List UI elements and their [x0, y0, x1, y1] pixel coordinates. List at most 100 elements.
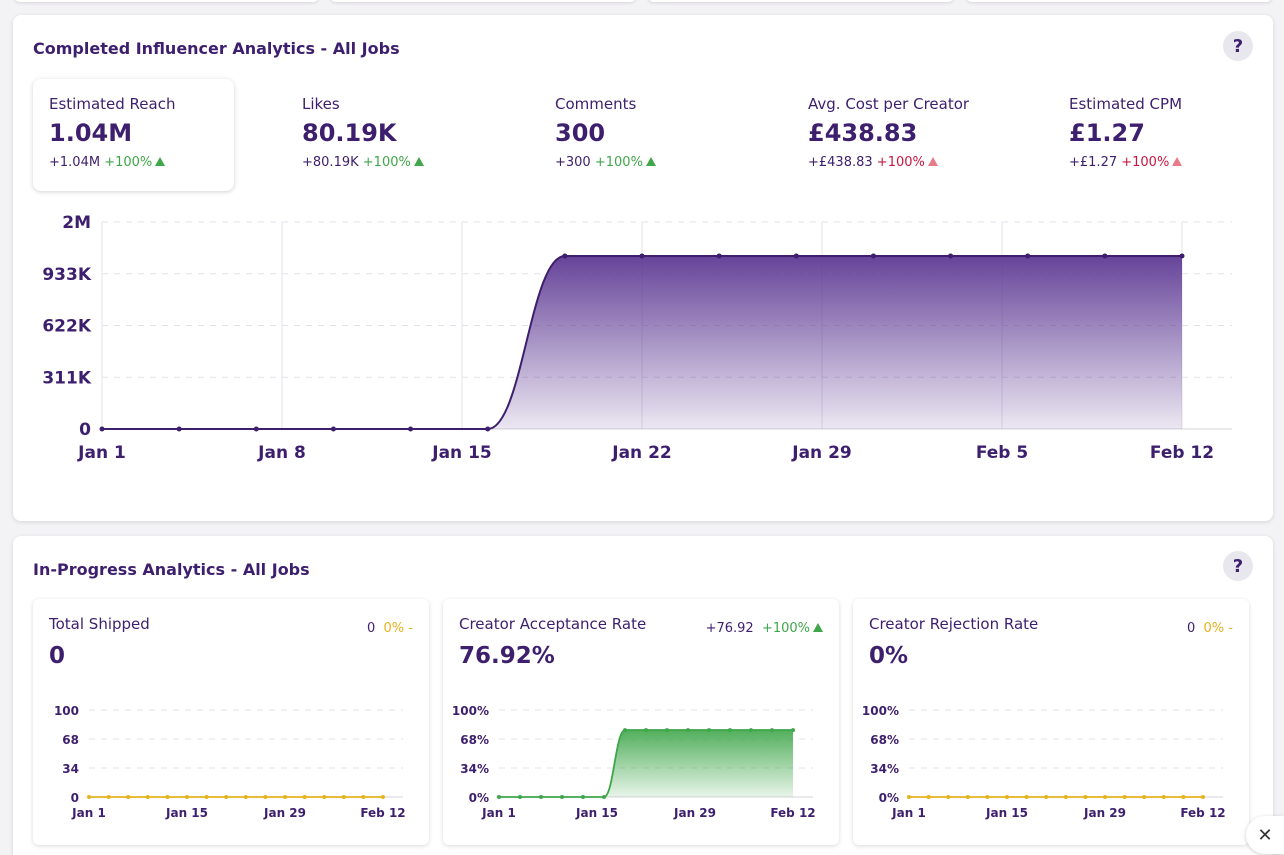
stat-card-stub-1 [14, 0, 319, 2]
x-tick-label: Jan 29 [673, 806, 716, 820]
area-fill [499, 730, 793, 797]
y-tick-label: 100% [452, 704, 489, 718]
data-point [322, 795, 327, 799]
data-point [728, 728, 732, 733]
card-title: Total Shipped [49, 615, 150, 633]
x-tick-label: Jan 29 [791, 443, 851, 463]
metric-delta: +£438.83 +100% [808, 155, 1016, 170]
x-tick-label: Feb 12 [1150, 443, 1214, 463]
metric-value: 1.04M [49, 119, 133, 147]
y-tick-label: 0% [469, 791, 489, 805]
stat-card-stub-3 [648, 0, 954, 2]
help-icon[interactable]: ? [1223, 551, 1253, 581]
data-point [707, 728, 711, 733]
metric-delta: +1.04M +100% [49, 155, 218, 170]
data-point [1179, 253, 1185, 259]
x-tick-label: Jan 22 [611, 443, 671, 463]
metric-comments[interactable]: Comments 300 +300 +100% [539, 79, 759, 191]
data-point [602, 795, 606, 799]
data-point [253, 426, 259, 432]
card-title: Creator Rejection Rate [869, 615, 1039, 633]
data-point [560, 795, 564, 799]
x-tick-label: Jan 15 [165, 806, 208, 820]
creator-rejection-card[interactable]: Creator Rejection Rate 0% 0 0% - 100% 68%… [853, 599, 1249, 845]
metric-value: 300 [555, 119, 606, 147]
data-point [562, 253, 568, 259]
data-point [283, 795, 287, 799]
data-point [341, 795, 346, 799]
data-point [126, 795, 131, 799]
creator-acceptance-card[interactable]: Creator Acceptance Rate 76.92% +76.92 +1… [443, 599, 839, 845]
reach-area-chart: 2M 933K 622K 311K 0 Jan 1 Jan 8 Jan 15 Jan 22 Jan… [42, 213, 1232, 463]
data-point [770, 728, 774, 733]
y-tick-label: 933K [42, 265, 91, 285]
card-delta: 0 0% - [1186, 621, 1233, 636]
card-delta: 0 0% - [366, 621, 413, 636]
metric-delta: +80.19K +100% [302, 155, 490, 170]
data-point [623, 728, 627, 733]
metric-estimated-reach[interactable]: Estimated Reach 1.04M +1.04M +100% [33, 79, 234, 191]
data-point [243, 795, 248, 799]
trend-flat-icon: - [1228, 621, 1233, 636]
data-point [639, 253, 645, 259]
data-point [793, 253, 799, 259]
data-point [518, 795, 522, 799]
data-point [1103, 795, 1107, 799]
y-tick-label: 0% [879, 791, 899, 805]
creator-acceptance-chart: 100% 68% 34% 0%Jan 1 Jan 15 Jan 29 Feb 12 [452, 704, 816, 820]
card-delta: +76.92 +100% [706, 621, 823, 636]
data-point [539, 795, 543, 799]
data-point [302, 795, 307, 799]
data-point [791, 728, 795, 733]
trend-up-icon [413, 157, 424, 166]
close-icon[interactable]: ✕ [1246, 816, 1284, 854]
data-point [176, 426, 182, 432]
y-tick-label: 311K [42, 368, 91, 388]
y-tick-label: 34% [870, 762, 899, 776]
y-tick-label: 0 [79, 420, 91, 440]
y-tick-label: 68% [460, 733, 489, 747]
trend-flat-icon: - [408, 621, 413, 636]
trend-up-icon [155, 157, 166, 166]
data-point [686, 728, 690, 733]
y-tick-label: 68 [62, 733, 79, 747]
card-title: Creator Acceptance Rate [459, 615, 647, 633]
metric-value: 80.19K [302, 119, 397, 147]
data-point [1024, 795, 1029, 799]
y-tick-label: 34% [460, 762, 489, 776]
data-point [381, 795, 385, 799]
metric-estimated-cpm[interactable]: Estimated CPM £1.27 +£1.27 +100% [1053, 79, 1253, 191]
y-tick-label: 100 [54, 704, 79, 718]
data-point [870, 253, 876, 259]
area-fill [102, 255, 1182, 429]
data-point [581, 795, 585, 799]
y-tick-label: 34 [62, 762, 79, 776]
data-point [263, 795, 268, 799]
trend-up-icon [927, 157, 938, 166]
metric-likes[interactable]: Likes 80.19K +80.19K +100% [286, 79, 506, 191]
metric-delta: +300 +100% [555, 155, 743, 170]
data-point [145, 795, 150, 799]
help-icon[interactable]: ? [1223, 31, 1253, 61]
x-tick-label: Jan 15 [431, 443, 491, 463]
metric-label: Estimated Reach [49, 95, 176, 113]
y-tick-label: 68% [870, 733, 899, 747]
stat-card-stub-4 [966, 0, 1272, 2]
x-tick-label: Jan 1 [71, 806, 106, 820]
total-shipped-card[interactable]: Total Shipped 0 0 0% - 100 68 34 0 Jan 1 Jan … [33, 599, 429, 845]
in-progress-analytics-title: In-Progress Analytics - All Jobs [33, 560, 310, 579]
metric-value: £1.27 [1069, 119, 1145, 147]
data-point [948, 253, 954, 259]
data-point [87, 795, 91, 799]
y-tick-label: 0 [71, 791, 79, 805]
data-point [965, 795, 970, 799]
metric-avg-cost[interactable]: Avg. Cost per Creator £438.83 +£438.83 +… [792, 79, 1032, 191]
data-point [106, 795, 111, 799]
metric-value: £438.83 [808, 119, 918, 147]
metric-label: Avg. Cost per Creator [808, 95, 970, 113]
data-point [1201, 795, 1205, 799]
x-tick-label: Feb 12 [770, 806, 815, 820]
creator-rejection-chart: 100% 68% 34% 0%Jan 1 Jan 15 Jan 29 Feb 12 [862, 704, 1226, 820]
data-point [204, 795, 209, 799]
